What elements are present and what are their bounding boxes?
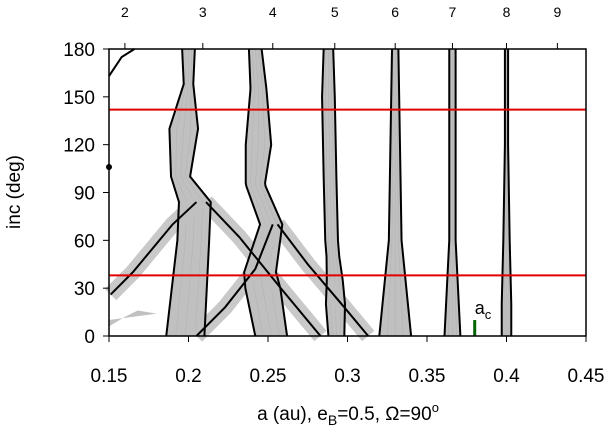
band-res-7-striation	[448, 49, 452, 337]
boundary-res-3-right	[189, 48, 212, 337]
boundary-diagonal-3-right	[205, 201, 322, 337]
boundary-res-4-left	[243, 48, 262, 337]
top-tick-label: 7	[449, 4, 457, 20]
boundary-diagonal-3-left	[109, 201, 198, 296]
boundary-res-5-left	[321, 48, 330, 337]
band-res-5-striation	[330, 48, 341, 337]
boundary-res-7-right	[454, 49, 462, 337]
top-tick-label: 6	[391, 4, 399, 20]
boundary-res-2	[108, 48, 135, 77]
axes-layer: 0.15 0.2 0.25 0.3 0.35 0.4 0.45 0 30 60 90 120 150 18…	[63, 4, 604, 387]
band-res-3-striation	[180, 49, 196, 337]
y-tick-label: 60	[74, 231, 95, 252]
band-res-6-striation	[396, 48, 404, 337]
band-res-7-striation	[453, 49, 457, 337]
boundary-res-5-right	[332, 48, 347, 337]
top-tick-label: 3	[199, 4, 207, 20]
y-tick-label: 120	[63, 136, 95, 157]
top-tick-label: 9	[553, 4, 561, 20]
y-tick-label: 0	[84, 327, 95, 348]
x-tick-label: 0.45	[568, 366, 605, 387]
bands-layer	[104, 48, 512, 342]
marker-layer: ac	[473, 298, 492, 336]
boundary-diagonal-4-right	[276, 223, 369, 337]
x-axis-label: a (au), eB=0.5, Ω=90o	[257, 400, 439, 428]
band-res-3-striation	[175, 48, 188, 337]
y-tick-label: 90	[74, 184, 95, 205]
band-res-4-striation	[254, 48, 272, 337]
x-tick-label: 0.35	[409, 366, 446, 387]
boundary-res-3-left	[165, 48, 185, 337]
boundary-res-6-left	[378, 48, 394, 337]
top-tick-label: 2	[121, 4, 129, 20]
x-tick-label: 0.15	[91, 366, 128, 387]
top-tick-label: 8	[503, 4, 511, 20]
y-tick-label: 180	[63, 40, 95, 61]
band-res-6-striation	[386, 48, 394, 337]
boundary-res-8-right	[507, 49, 513, 336]
boundary-res-6-right	[397, 48, 413, 337]
band-res-2	[109, 310, 157, 327]
top-tick-label: 5	[331, 4, 339, 20]
y-tick-label: 30	[74, 279, 95, 300]
top-tick-label: 4	[269, 4, 277, 20]
boundary-res-8-left	[500, 49, 506, 336]
boundary-diagonal-4-left	[195, 224, 274, 337]
band-res-4-striation	[250, 48, 266, 337]
x-tick-label: 0.4	[493, 366, 520, 387]
reference-lines-layer	[109, 108, 586, 277]
band-res-3-striation	[185, 48, 204, 337]
x-tick-label: 0.25	[250, 366, 287, 387]
boundaries-layer	[106, 48, 513, 337]
x-tick-label: 0.3	[334, 366, 360, 387]
x-tick-label: 0.2	[175, 366, 201, 387]
y-axis-label: inc (deg)	[4, 155, 25, 229]
ac-label: ac	[475, 298, 492, 322]
y-tick-label: 150	[63, 88, 95, 109]
boundary-res-7-left	[443, 49, 451, 337]
